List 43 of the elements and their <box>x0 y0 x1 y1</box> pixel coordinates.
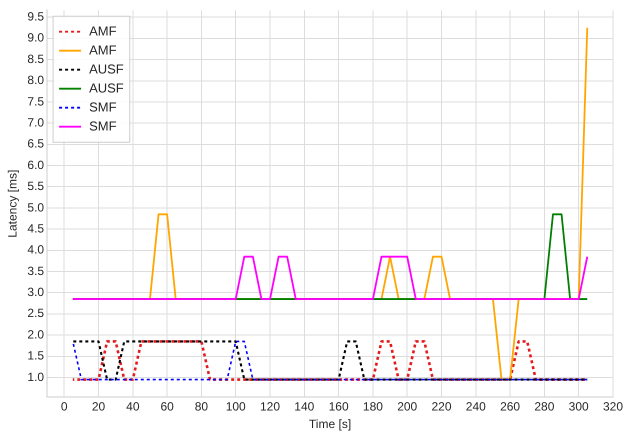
y-tick-label: 7.5 <box>27 94 44 108</box>
legend-label: AMF <box>89 42 117 58</box>
y-tick-label: 2.0 <box>27 327 44 342</box>
y-tick-label: 3.5 <box>27 264 44 278</box>
y-tick-label: 6.0 <box>27 158 44 172</box>
x-tick-label: 240 <box>466 400 486 414</box>
x-axis-title: Time [s] <box>308 417 352 432</box>
y-tick-label: 3.0 <box>27 285 44 300</box>
x-tick-label: 0 <box>60 400 68 414</box>
y-axis-title: Latency [ms] <box>6 170 20 238</box>
y-tick-label: 7.0 <box>27 115 44 130</box>
y-tick-label: 8.0 <box>27 73 44 88</box>
y-tick-label: 5.0 <box>27 200 44 214</box>
x-tick-label: 260 <box>500 400 520 414</box>
x-tick-label: 180 <box>362 400 384 414</box>
y-tick-label: 5.5 <box>27 179 44 194</box>
y-tick-label: 8.5 <box>27 52 44 66</box>
legend-label: AUSF <box>89 61 124 76</box>
x-tick-label: 100 <box>226 400 246 414</box>
y-tick-label: 9.5 <box>27 10 44 24</box>
x-tick-label: 280 <box>534 400 555 414</box>
x-tick-label: 120 <box>260 400 280 414</box>
y-tick-label: 9.0 <box>27 30 44 45</box>
y-tick-label: 2.5 <box>27 306 44 320</box>
y-tick-label: 1.5 <box>27 348 44 363</box>
x-tick-label: 40 <box>126 400 140 414</box>
x-tick-label: 80 <box>194 400 208 414</box>
x-tick-label: 320 <box>602 400 624 414</box>
y-tick-label: 6.5 <box>27 136 44 151</box>
x-tick-label: 200 <box>397 400 418 414</box>
x-tick-label: 140 <box>294 400 315 414</box>
x-tick-label: 160 <box>328 400 349 414</box>
y-tick-label: 4.0 <box>27 242 44 257</box>
legend-label: AMF <box>89 23 117 38</box>
x-tick-label: 300 <box>568 400 590 414</box>
legend-label: SMF <box>89 118 117 134</box>
x-tick-label: 60 <box>160 400 174 414</box>
y-tick-label: 4.5 <box>27 221 44 236</box>
y-tick-label: 1.0 <box>27 370 44 384</box>
x-tick-label: 220 <box>431 400 452 414</box>
legend-label: AUSF <box>89 80 124 96</box>
legend-label: SMF <box>89 99 117 114</box>
x-tick-label: 20 <box>92 400 106 414</box>
